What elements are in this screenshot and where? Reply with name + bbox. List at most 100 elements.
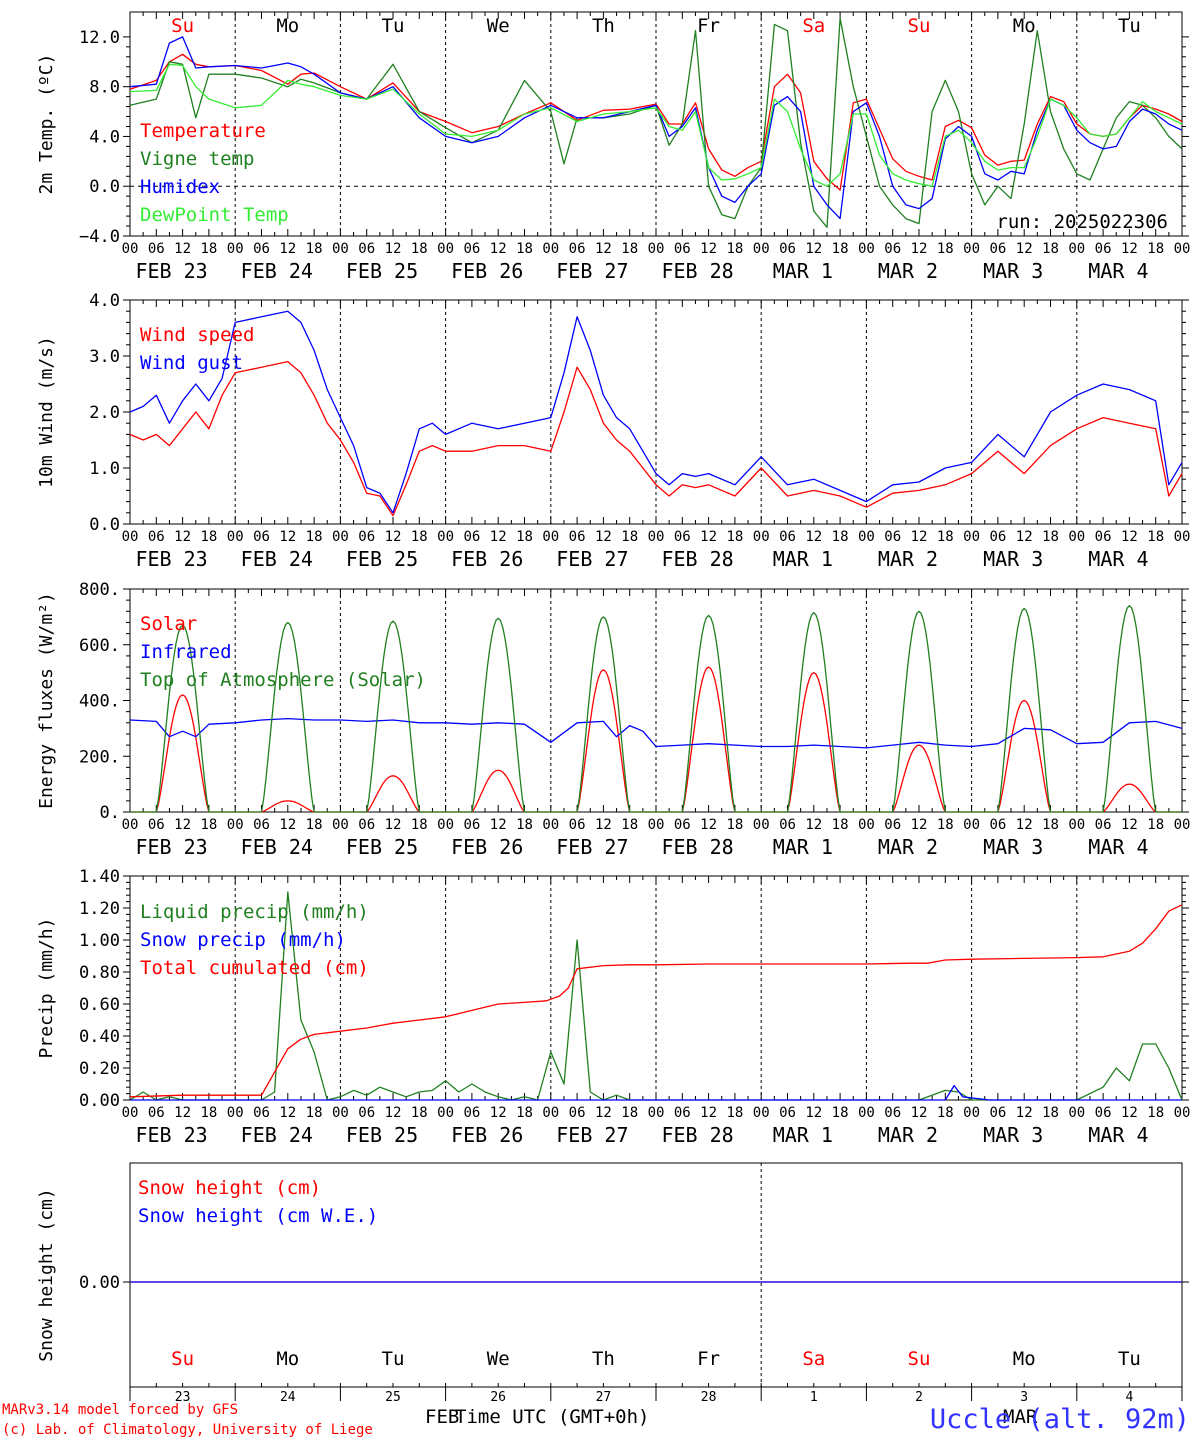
date-label: FEB 25 [346, 835, 418, 859]
date-label: FEB 26 [451, 835, 523, 859]
hour-tick-label: 00 [1174, 817, 1191, 833]
weekday-label: Fr [697, 15, 720, 37]
legend-entry: Snow height (cm W.E.) [138, 1205, 378, 1227]
hour-tick-label: 00 [858, 241, 875, 257]
hour-tick-label: 12 [911, 817, 928, 833]
hour-tick-label: 18 [200, 241, 217, 257]
legend-entry: Top of Atmosphere (Solar) [140, 669, 426, 691]
hour-tick-label: 12 [385, 1105, 402, 1121]
hour-tick-label: 18 [411, 241, 428, 257]
y-axis-title: Snow height (cm) [36, 1188, 57, 1361]
hour-tick-label: 06 [884, 529, 901, 545]
y-axis-title: Precip (mm/h) [36, 918, 57, 1059]
hour-tick-label: 18 [621, 529, 638, 545]
hour-tick-label: 18 [1147, 241, 1164, 257]
hour-tick-label: 00 [122, 1105, 139, 1121]
hour-tick-label: 06 [358, 817, 375, 833]
hour-tick-label: 06 [253, 241, 270, 257]
y-tick-label: 0.80 [79, 963, 120, 983]
hour-tick-label: 00 [227, 241, 244, 257]
hour-tick-label: 00 [858, 1105, 875, 1121]
hour-tick-label: 06 [674, 817, 691, 833]
date-label: FEB 26 [451, 547, 523, 571]
hour-tick-label: 00 [122, 529, 139, 545]
hour-tick-label: 00 [437, 1105, 454, 1121]
weekday-label: Tu [382, 1348, 405, 1370]
legend-entry: Wind gust [140, 352, 243, 374]
hour-tick-label: 12 [595, 1105, 612, 1121]
hour-tick-label: 06 [463, 817, 480, 833]
hour-tick-label: 12 [700, 1105, 717, 1121]
date-label: FEB 27 [556, 547, 628, 571]
date-label: MAR 3 [983, 259, 1043, 283]
month-right-label: MAR [1003, 1406, 1038, 1428]
hour-tick-label: 06 [358, 1105, 375, 1121]
hour-tick-label: 18 [516, 817, 533, 833]
hour-tick-label: 00 [332, 241, 349, 257]
wind-panel: 00 06 12 18 00 06 12 18 00 06 12 18 00 06 12 18 00 06 12 18… [36, 291, 1190, 571]
y-tick-label: 1.40 [79, 867, 120, 887]
hour-tick-label: 06 [674, 241, 691, 257]
date-label: MAR 1 [773, 259, 833, 283]
hour-tick-label: 06 [569, 529, 586, 545]
hour-tick-label: 00 [1068, 1105, 1085, 1121]
hour-tick-label: 12 [805, 817, 822, 833]
hour-tick-label: 00 [963, 1105, 980, 1121]
hour-tick-label: 06 [148, 241, 165, 257]
hour-tick-label: 12 [911, 1105, 928, 1121]
hour-tick-label: 06 [463, 529, 480, 545]
y-tick-label: 0.60 [79, 995, 120, 1015]
hour-tick-label: 12 [174, 1105, 191, 1121]
hour-tick-label: 18 [832, 529, 849, 545]
footer: MARv3.14 model forced by GFS (c) Lab. of… [2, 1402, 1190, 1438]
hour-tick-label: 00 [1068, 529, 1085, 545]
weekday-label: Th [592, 1348, 615, 1370]
energy-panel: 00 06 12 18 00 06 12 18 00 06 12 18 00 06 12 18 00 06 12 18… [36, 580, 1190, 859]
station-label: Uccle (alt. 92m) [930, 1404, 1190, 1435]
weekday-label: Mo [276, 1348, 299, 1370]
hour-tick-label: 00 [753, 529, 770, 545]
hour-tick-label: 00 [1174, 1105, 1191, 1121]
hour-tick-label: 06 [779, 1105, 796, 1121]
hour-tick-label: 12 [805, 1105, 822, 1121]
y-tick-label: 0. [100, 803, 120, 823]
hour-tick-label: 00 [753, 817, 770, 833]
hour-tick-label: 18 [726, 1105, 743, 1121]
hour-tick-label: 00 [648, 817, 665, 833]
hour-tick-label: 06 [358, 241, 375, 257]
date-label: FEB 27 [556, 1123, 628, 1147]
weekday-label: Mo [276, 15, 299, 37]
legend-entry: Infrared [140, 641, 232, 663]
date-label: MAR 2 [878, 259, 938, 283]
y-tick-label: 4.0 [89, 291, 120, 311]
series-line [129, 310, 1183, 514]
y-tick-label: 0.0 [89, 515, 120, 535]
hour-tick-label: 00 [542, 241, 559, 257]
y-tick-label: 2.0 [89, 403, 120, 423]
hour-tick-label: 12 [490, 529, 507, 545]
hour-tick-label: 18 [306, 817, 323, 833]
hour-tick-label: 12 [1016, 529, 1033, 545]
hour-tick-label: 00 [437, 817, 454, 833]
day-number-label: 2 [915, 1390, 923, 1405]
hour-tick-label: 18 [832, 1105, 849, 1121]
precip-panel: 00 06 12 18 00 06 12 18 00 06 12 18 00 06 12 18 00 06 12 18… [36, 867, 1190, 1147]
hour-tick-label: 00 [227, 529, 244, 545]
hour-tick-label: 06 [989, 529, 1006, 545]
hour-tick-label: 12 [595, 241, 612, 257]
month-left-label: FEB [425, 1406, 459, 1428]
hour-tick-label: 00 [542, 1105, 559, 1121]
legend-entry: Vigne temp [140, 148, 254, 170]
hour-tick-label: 18 [621, 1105, 638, 1121]
hour-tick-label: 06 [253, 1105, 270, 1121]
date-label: MAR 3 [983, 547, 1043, 571]
hour-tick-label: 18 [516, 241, 533, 257]
weekday-label: Tu [1118, 15, 1141, 37]
credit-line-2: (c) Lab. of Climatology, University of L… [2, 1422, 373, 1438]
hour-tick-label: 00 [648, 529, 665, 545]
hour-tick-label: 00 [122, 817, 139, 833]
hour-tick-label: 06 [1095, 241, 1112, 257]
hour-tick-label: 12 [595, 817, 612, 833]
hour-tick-label: 06 [253, 529, 270, 545]
